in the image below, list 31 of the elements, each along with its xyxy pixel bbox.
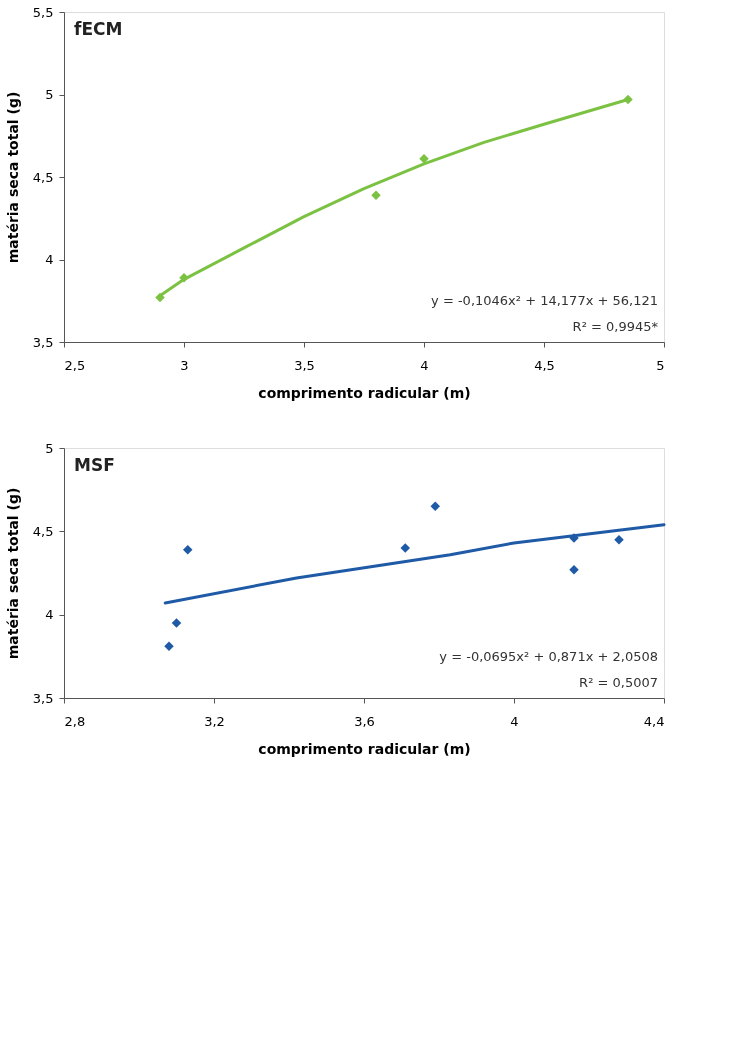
x-tick-label: 2,5	[64, 357, 86, 373]
chart-title: fECM	[74, 19, 123, 39]
x-axis-title: comprimento radicular (m)	[258, 384, 471, 401]
annotation: y = -0,1046x² + 14,177x + 56,121	[431, 293, 658, 308]
y-tick-label: 3,5	[32, 690, 54, 706]
y-tick-label: 5,5	[32, 4, 54, 20]
annotation: R² = 0,9945*	[572, 319, 659, 334]
line-series	[163, 523, 666, 605]
y-tick-label: 4,5	[32, 169, 54, 185]
y-axis-title: matéria seca total (g)	[4, 91, 21, 264]
y-tick-label: 3,5	[32, 334, 54, 350]
x-tick-label: 4,4	[643, 713, 665, 729]
y-tick-label: 5	[45, 440, 54, 456]
x-tick-label: 4	[510, 713, 519, 729]
x-tick-label: 3,5	[294, 357, 315, 373]
x-tick-label: 5	[656, 357, 665, 373]
y-tick-label: 4	[45, 252, 54, 267]
x-tick-label: 4,5	[534, 357, 555, 373]
y-tick-label: 4,5	[32, 523, 54, 539]
x-tick-label: 3,2	[204, 713, 225, 729]
chart-title: MSF	[74, 455, 115, 475]
x-axis-title: comprimento radicular (m)	[258, 740, 471, 757]
x-tick-label: 3	[180, 357, 189, 373]
x-tick-label: 4	[420, 357, 429, 373]
x-tick-label: 3,6	[354, 713, 375, 729]
y-tick-label: 5	[45, 87, 54, 102]
x-tick-label: 2,8	[64, 713, 86, 729]
y-tick-label: 4	[45, 607, 54, 623]
annotation: R² = 0,5007	[579, 675, 658, 690]
annotation: y = -0,0695x² + 0,871x + 2,0508	[439, 649, 658, 664]
y-axis-title: matéria seca total (g)	[4, 487, 21, 660]
